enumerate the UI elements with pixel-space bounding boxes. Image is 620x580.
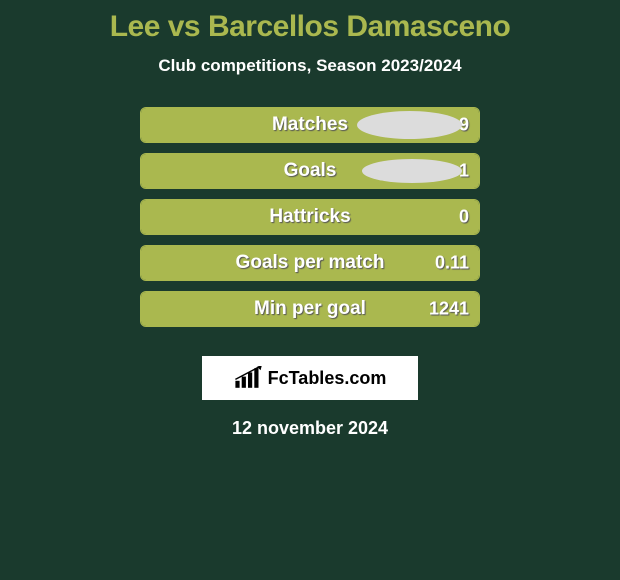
right-player-ellipse	[362, 159, 462, 183]
stat-bar-value: 0	[459, 207, 469, 228]
stat-bar-track: Min per goal 1241	[140, 291, 480, 327]
stat-bar-value: 0.11	[435, 253, 469, 274]
stat-bar-value: 1241	[429, 299, 469, 320]
bars-section: Matches 9 Goals 1 Hattricks 0 Goals per …	[140, 106, 480, 336]
logo-text: FcTables.com	[268, 368, 387, 389]
logo-badge[interactable]: FcTables.com	[202, 356, 418, 400]
stat-bar-label: Hattricks	[269, 206, 350, 228]
stat-row: Matches 9	[140, 106, 480, 144]
bar-chart-icon	[234, 366, 262, 390]
stat-bar-label: Goals	[284, 160, 337, 182]
stat-bar-track: Hattricks 0	[140, 199, 480, 235]
stat-bar-label: Min per goal	[254, 298, 366, 320]
stat-bar-track: Goals per match 0.11	[140, 245, 480, 281]
page-title: Lee vs Barcellos Damasceno	[110, 10, 511, 44]
stats-card: Lee vs Barcellos Damasceno Club competit…	[0, 0, 620, 449]
stat-bar-label: Matches	[272, 114, 348, 136]
stat-row: Min per goal 1241	[140, 290, 480, 328]
stat-row: Goals 1	[140, 152, 480, 190]
stat-bar-label: Goals per match	[236, 252, 385, 274]
right-player-ellipse	[357, 111, 462, 139]
stat-row: Goals per match 0.11	[140, 244, 480, 282]
date-line: 12 november 2024	[232, 418, 388, 439]
stat-row: Hattricks 0	[140, 198, 480, 236]
subtitle: Club competitions, Season 2023/2024	[158, 56, 461, 76]
